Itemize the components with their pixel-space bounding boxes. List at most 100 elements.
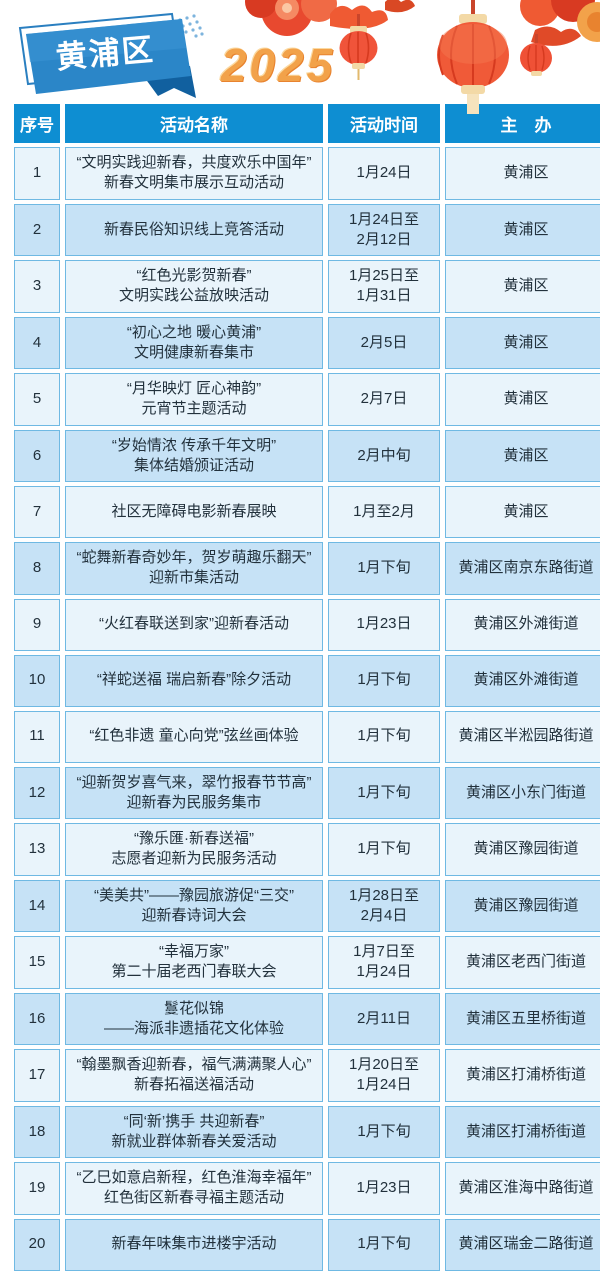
table-row: 18 “同‘新’携手 共迎新春” 新就业群体新春关爱活动 1月下旬 黄浦区打浦桥…: [14, 1105, 600, 1158]
table-row: 4 “初心之地 暖心黄浦” 文明健康新春集市 2月5日 黄浦区: [14, 316, 600, 369]
table-row: 5 “月华映灯 匠心神韵” 元宵节主题活动 2月7日 黄浦区: [14, 373, 600, 426]
row-number: 15: [14, 936, 60, 989]
activity-time: 1月下旬: [328, 654, 440, 707]
organizer: 黄浦区老西门街道: [445, 936, 600, 989]
activity-name: “红色光影贺新春” 文明实践公益放映活动: [65, 260, 323, 313]
activity-name: “蛇舞新春奇妙年，贺岁萌趣乐翻天” 迎新市集活动: [65, 542, 323, 595]
table-row: 7 社区无障碍电影新春展映 1月至2月 黄浦区: [14, 486, 600, 538]
row-number: 1: [14, 147, 60, 200]
row-number: 2: [14, 203, 60, 256]
activity-name: 新春民俗知识线上竞答活动: [65, 203, 323, 256]
col-header-number: 序号: [14, 104, 60, 143]
corner-flower-icon: [520, 0, 600, 76]
row-number: 4: [14, 316, 60, 369]
table-header: 序号 活动名称 活动时间 主 办: [14, 104, 600, 143]
activity-name: “祥蛇送福 瑞启新春”除夕活动: [65, 654, 323, 707]
activity-time: 1月25日至 1月31日: [328, 260, 440, 313]
table-row: 17 “翰墨飘香迎新春，福气满满聚人心” 新春拓福送福活动 1月20日至 1月2…: [14, 1049, 600, 1102]
row-number: 17: [14, 1049, 60, 1102]
row-number: 16: [14, 992, 60, 1045]
organizer: 黄浦区打浦桥街道: [445, 1049, 600, 1102]
row-number: 14: [14, 879, 60, 932]
activity-name: “岁始情浓 传承千年文明” 集体结婚颁证活动: [65, 429, 323, 482]
activity-name: “火红春联送到家”迎新春活动: [65, 598, 323, 651]
small-lantern-icon: [339, 14, 378, 80]
activity-name: “初心之地 暖心黄浦” 文明健康新春集市: [65, 316, 323, 369]
activity-name: “同‘新’携手 共迎新春” 新就业群体新春关爱活动: [65, 1105, 323, 1158]
organizer: 黄浦区外滩街道: [445, 598, 600, 651]
row-number: 13: [14, 823, 60, 876]
activity-name: “文明实践迎新春，共度欢乐中国年” 新春文明集市展示互动活动: [65, 147, 323, 200]
activities-table: 序号 活动名称 活动时间 主 办 1 “文明实践迎新春，共度欢乐中国年” 新春文…: [9, 100, 600, 1275]
organizer: 黄浦区淮海中路街道: [445, 1162, 600, 1215]
activity-time: 1月20日至 1月24日: [328, 1049, 440, 1102]
activity-name: “幸福万家” 第二十届老西门春联大会: [65, 936, 323, 989]
activity-time: 1月至2月: [328, 486, 440, 538]
year-2025: 2025: [220, 39, 336, 91]
table-row: 6 “岁始情浓 传承千年文明” 集体结婚颁证活动 2月中旬 黄浦区: [14, 429, 600, 482]
district-banner: [18, 12, 204, 98]
page-header: 黄浦区 2025: [0, 0, 600, 114]
activity-time: 1月23日: [328, 598, 440, 651]
flower-cluster-icon: [245, 0, 415, 36]
organizer: 黄浦区: [445, 373, 600, 426]
activity-time: 2月5日: [328, 316, 440, 369]
row-number: 12: [14, 766, 60, 819]
table-row: 10 “祥蛇送福 瑞启新春”除夕活动 1月下旬 黄浦区外滩街道: [14, 654, 600, 707]
activity-time: 1月下旬: [328, 542, 440, 595]
row-number: 8: [14, 542, 60, 595]
activity-time: 1月24日至 2月12日: [328, 203, 440, 256]
row-number: 20: [14, 1218, 60, 1271]
activity-time: 1月下旬: [328, 710, 440, 763]
activity-time: 1月下旬: [328, 1218, 440, 1271]
organizer: 黄浦区: [445, 429, 600, 482]
activity-name: “翰墨飘香迎新春，福气满满聚人心” 新春拓福送福活动: [65, 1049, 323, 1102]
table-row: 9 “火红春联送到家”迎新春活动 1月23日 黄浦区外滩街道: [14, 598, 600, 651]
header-row: 序号 活动名称 活动时间 主 办: [14, 104, 600, 143]
row-number: 7: [14, 486, 60, 538]
table-body: 1 “文明实践迎新春，共度欢乐中国年” 新春文明集市展示互动活动 1月24日 黄…: [14, 147, 600, 1271]
large-lantern-icon: [437, 0, 509, 114]
row-number: 3: [14, 260, 60, 313]
organizer: 黄浦区小东门街道: [445, 766, 600, 819]
table-row: 8 “蛇舞新春奇妙年，贺岁萌趣乐翻天” 迎新市集活动 1月下旬 黄浦区南京东路街…: [14, 542, 600, 595]
activity-name: 社区无障碍电影新春展映: [65, 486, 323, 538]
table-row: 20 新春年味集市进楼宇活动 1月下旬 黄浦区瑞金二路街道: [14, 1218, 600, 1271]
activity-name: “月华映灯 匠心神韵” 元宵节主题活动: [65, 373, 323, 426]
table-row: 1 “文明实践迎新春，共度欢乐中国年” 新春文明集市展示互动活动 1月24日 黄…: [14, 147, 600, 200]
activity-name: 新春年味集市进楼宇活动: [65, 1218, 323, 1271]
organizer: 黄浦区: [445, 147, 600, 200]
activity-time: 2月中旬: [328, 429, 440, 482]
activity-time: 2月11日: [328, 992, 440, 1045]
table-row: 19 “乙巳如意启新程，红色淮海幸福年” 红色街区新春寻福主题活动 1月23日 …: [14, 1162, 600, 1215]
activity-time: 1月下旬: [328, 1105, 440, 1158]
organizer: 黄浦区豫园街道: [445, 879, 600, 932]
activity-time: 1月28日至 2月4日: [328, 879, 440, 932]
activity-time: 1月7日至 1月24日: [328, 936, 440, 989]
organizer: 黄浦区五里桥街道: [445, 992, 600, 1045]
row-number: 6: [14, 429, 60, 482]
col-header-activity: 活动名称: [65, 104, 323, 143]
table-row: 13 “豫乐匯·新春送福” 志愿者迎新为民服务活动 1月下旬 黄浦区豫园街道: [14, 823, 600, 876]
col-header-time: 活动时间: [328, 104, 440, 143]
activity-time: 1月下旬: [328, 823, 440, 876]
table-row: 15 “幸福万家” 第二十届老西门春联大会 1月7日至 1月24日 黄浦区老西门…: [14, 936, 600, 989]
row-number: 9: [14, 598, 60, 651]
organizer: 黄浦区豫园街道: [445, 823, 600, 876]
organizer: 黄浦区: [445, 316, 600, 369]
organizer: 黄浦区: [445, 260, 600, 313]
activity-name: 鬘花似锦 ——海派非遗插花文化体验: [65, 992, 323, 1045]
table-row: 2 新春民俗知识线上竞答活动 1月24日至 2月12日 黄浦区: [14, 203, 600, 256]
row-number: 11: [14, 710, 60, 763]
row-number: 5: [14, 373, 60, 426]
activity-time: 1月24日: [328, 147, 440, 200]
row-number: 18: [14, 1105, 60, 1158]
organizer: 黄浦区外滩街道: [445, 654, 600, 707]
organizer: 黄浦区打浦桥街道: [445, 1105, 600, 1158]
col-header-organizer: 主 办: [445, 104, 600, 143]
activity-time: 1月23日: [328, 1162, 440, 1215]
activity-name: “美美共”——豫园旅游促“三交” 迎新春诗词大会: [65, 879, 323, 932]
activity-name: “红色非遗 童心向党”弦丝画体验: [65, 710, 323, 763]
organizer: 黄浦区半淞园路街道: [445, 710, 600, 763]
table-row: 3 “红色光影贺新春” 文明实践公益放映活动 1月25日至 1月31日 黄浦区: [14, 260, 600, 313]
